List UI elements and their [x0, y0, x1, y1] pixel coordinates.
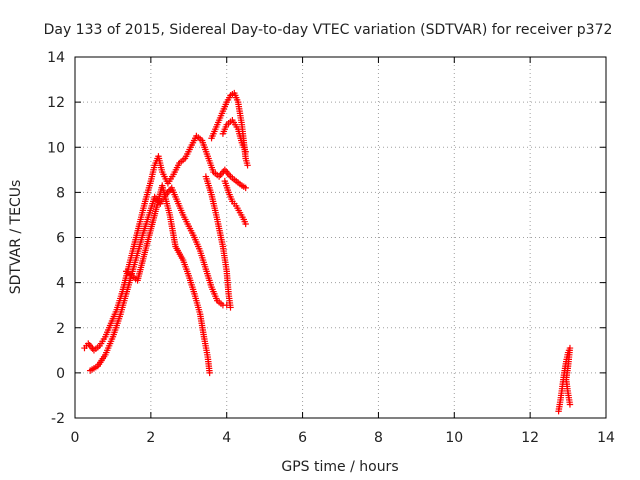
data-points	[81, 89, 574, 415]
data-point	[227, 304, 234, 311]
x-tick-label: 14	[597, 430, 615, 446]
data-point	[242, 220, 249, 228]
data-point	[566, 401, 574, 408]
x-axis-label: GPS time / hours	[281, 459, 398, 475]
plot-frame	[74, 56, 607, 419]
x-tick-label: 12	[521, 430, 539, 446]
y-tick-label: 12	[47, 95, 65, 111]
axis-ticks: 0 2 4 6 8 10 12 14 -2 0 2 4 6 8 10 12 14	[47, 50, 615, 446]
x-tick-label: 4	[222, 430, 231, 446]
grid	[75, 57, 606, 418]
y-tick-label: 4	[56, 276, 65, 292]
y-tick-label: 8	[56, 185, 65, 201]
x-tick-label: 0	[71, 430, 80, 446]
data-point	[242, 184, 249, 192]
data-point	[244, 162, 251, 169]
y-axis-label: SDTVAR / TECUs	[8, 180, 24, 295]
x-tick-label: 2	[146, 430, 155, 446]
chart-title: Day 133 of 2015, Sidereal Day-to-day VTE…	[44, 22, 613, 38]
y-tick-label: 6	[56, 231, 65, 247]
x-tick-label: 8	[374, 430, 383, 446]
data-point	[242, 148, 249, 155]
x-tick-label: 6	[298, 430, 307, 446]
data-point	[206, 369, 213, 377]
y-tick-label: 14	[47, 50, 65, 66]
y-tick-label: 0	[56, 366, 65, 382]
y-tick-label: 10	[47, 140, 65, 156]
x-tick-label: 10	[445, 430, 463, 446]
y-tick-label: 2	[56, 321, 65, 337]
y-tick-label: -2	[51, 411, 65, 427]
